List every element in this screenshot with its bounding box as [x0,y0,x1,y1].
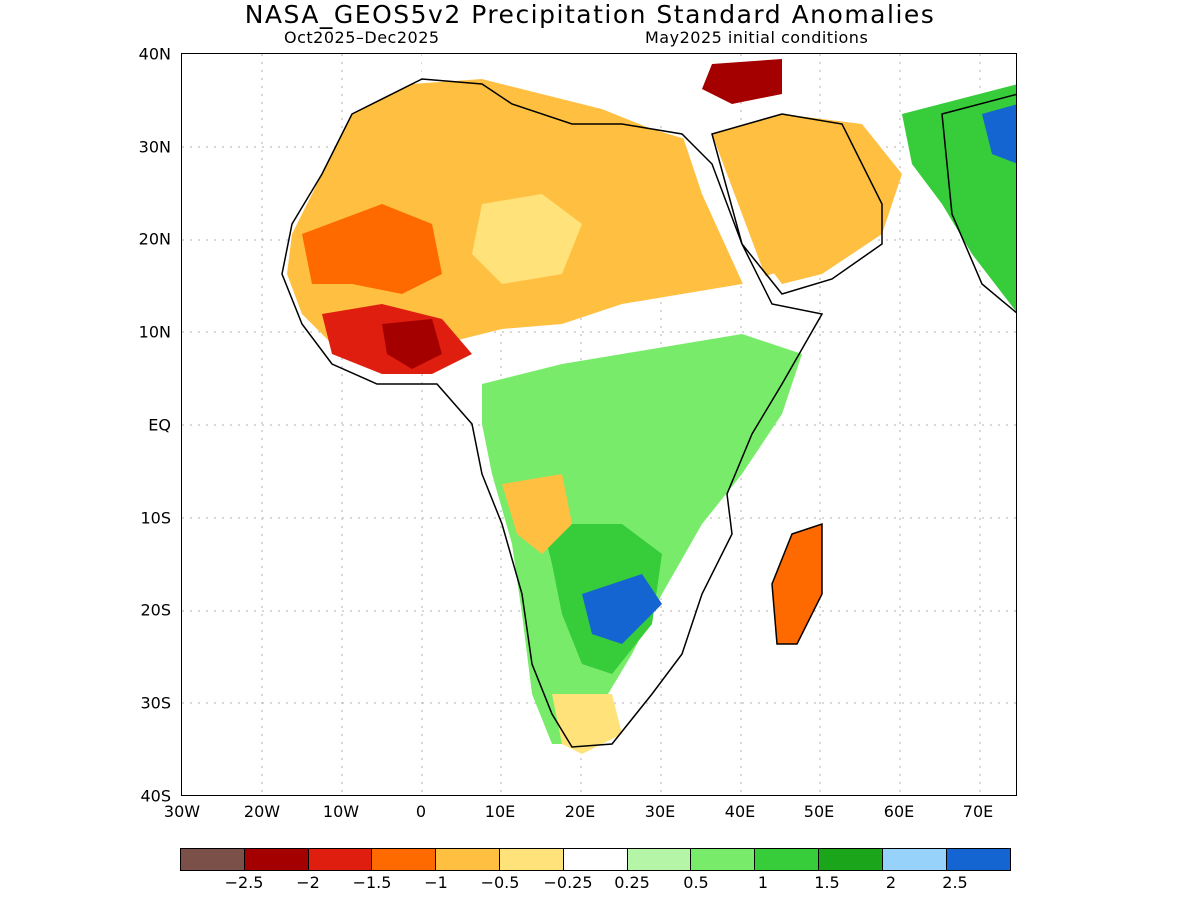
madagascar-coastline [771,522,823,645]
coastlines [281,78,1016,748]
colorbar-label: 0.25 [614,873,650,892]
lat-label-eq: EQ [148,415,171,435]
india-coastline [941,93,1016,314]
lon-label-20w: 20W [243,802,281,821]
colorbar-swatch [499,849,564,870]
middle-east-extreme-dry [702,59,782,104]
lon-label-10e: 10E [484,802,516,821]
south-africa-dry-tip [552,694,622,754]
lon-label-50e: 50E [803,802,835,821]
red-sea [682,134,772,304]
colorbar-label: −2 [296,873,320,892]
mediterranean-sea [422,54,712,129]
colorbar-label: 1.5 [814,873,840,892]
initial-conditions: May2025 initial conditions [645,28,869,47]
colorbar-label: 2 [885,873,897,892]
colorbar-label: −0.25 [543,873,593,892]
map-title: NASA_GEOS5v2 Precipitation Standard Anom… [244,0,936,29]
colorbar-swatch [563,849,628,870]
africa-map-svg [182,54,1016,795]
india-very-wet [982,104,1016,164]
colorbar-swatch [818,849,883,870]
lat-label-30s: 30S [140,693,171,713]
lat-label-10n: 10N [138,322,171,342]
colorbar-swatch [244,849,309,870]
west-africa-extreme-dry [382,319,442,369]
colorbar-swatch [627,849,692,870]
colorbar-swatch [308,849,373,870]
lon-label-30w: 30W [163,802,201,821]
lat-label-40n: 40N [138,44,171,64]
colorbar-label: 1 [757,873,769,892]
colorbar-label: 2.5 [942,873,968,892]
lon-label-10w: 10W [322,802,360,821]
lat-label-20s: 20S [140,600,171,620]
sahel-dry-red [302,204,442,294]
colorbar-label: −2.5 [224,873,264,892]
lat-label-10s: 10S [140,508,171,528]
lon-label-20e: 20E [564,802,596,821]
colorbar [180,848,1012,871]
madagascar [772,524,822,644]
lat-label-40s: 40S [140,786,171,806]
colorbar-swatch [882,849,947,870]
colorbar-label: −1.5 [352,873,392,892]
lat-label-20n: 20N [138,229,171,249]
southern-africa-very-wet [582,574,662,644]
africa-coastline [281,78,824,748]
angola-dry-patch [502,474,572,554]
light-dry-patch [472,194,582,284]
forecast-period: Oct2025–Dec2025 [284,28,440,47]
colorbar-label: 0.5 [683,873,709,892]
colorbar-label: −0.5 [480,873,520,892]
colorbar-swatch [946,849,1011,870]
lon-label-60e: 60E [883,802,915,821]
colorbar-swatch [691,849,756,870]
lon-label-30e: 30E [644,802,676,821]
colorbar-swatch [181,849,245,870]
anomaly-fills [287,54,1016,754]
colorbar-swatch [436,849,500,870]
lat-label-30n: 30N [138,137,171,157]
colorbar-swatch [372,849,437,870]
lon-label-70e: 70E [962,802,994,821]
india-wet-region [902,84,1016,312]
lon-label-0: 0 [415,802,427,821]
arabia-coastline [711,113,883,295]
colorbar-swatch [755,849,819,870]
anomaly-map [181,53,1017,796]
arabia-dry-region [712,114,902,284]
colorbar-label: −1 [424,873,448,892]
lon-label-40e: 40E [724,802,756,821]
